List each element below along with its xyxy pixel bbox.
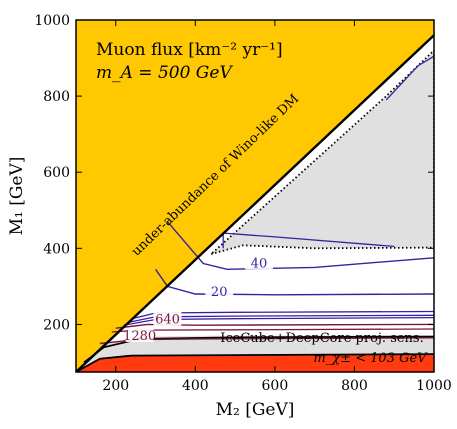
contour-label-bg [153, 311, 182, 326]
chargino-boundary-line [76, 353, 434, 372]
y-axis-label: M₁ [GeV] [7, 157, 27, 236]
chargino-label: m_χ± < 103 GeV [313, 351, 428, 366]
x-axis-label: M₂ [GeV] [216, 400, 295, 420]
plot-frame [75, 19, 435, 373]
sensitivity-label: IceCube+DeepCore proj. sens. [220, 331, 423, 346]
x-tick-label: 800 [341, 378, 368, 394]
contour-label-bg [125, 327, 154, 342]
flux-title: Muon flux [km⁻² yr⁻¹] [96, 40, 283, 60]
contour-line [127, 314, 434, 324]
chargino-excluded-region [76, 354, 434, 372]
contour-line [222, 232, 395, 249]
x-tick-label: 1000 [416, 378, 452, 394]
x-tick-label: 200 [102, 378, 129, 394]
contour-label-bg [205, 284, 234, 299]
y-tick-label: 400 [43, 241, 70, 257]
contour-label-bg [244, 255, 273, 270]
x-tick-label: 400 [182, 378, 209, 394]
x-tick-label: 600 [262, 378, 289, 394]
contour-line [131, 310, 434, 320]
contour-line [123, 316, 434, 326]
contour-20 [155, 268, 434, 296]
contour-line [385, 55, 434, 101]
contour-40 [166, 221, 434, 271]
dm-diagonal-line [76, 34, 434, 372]
sensitivity-wedge [210, 49, 434, 255]
contour-label-20: 20 [211, 285, 228, 300]
contour-1280 [99, 337, 434, 345]
sensitivity-band-low [76, 335, 434, 372]
y-tick-label: 800 [43, 89, 70, 105]
y-tick-label: 200 [43, 317, 70, 333]
y-tick-label: 1000 [34, 13, 70, 29]
contour-label-1280: 1280 [123, 329, 156, 344]
ma-label: m_A = 500 GeV [96, 63, 233, 83]
axis-ticks: 200 400 600 800 1000 200 400 600 800 1000 [34, 13, 451, 394]
y-tick-label: 600 [43, 165, 70, 181]
contour-label-40: 40 [251, 256, 268, 271]
contour-label-640: 640 [155, 313, 180, 328]
